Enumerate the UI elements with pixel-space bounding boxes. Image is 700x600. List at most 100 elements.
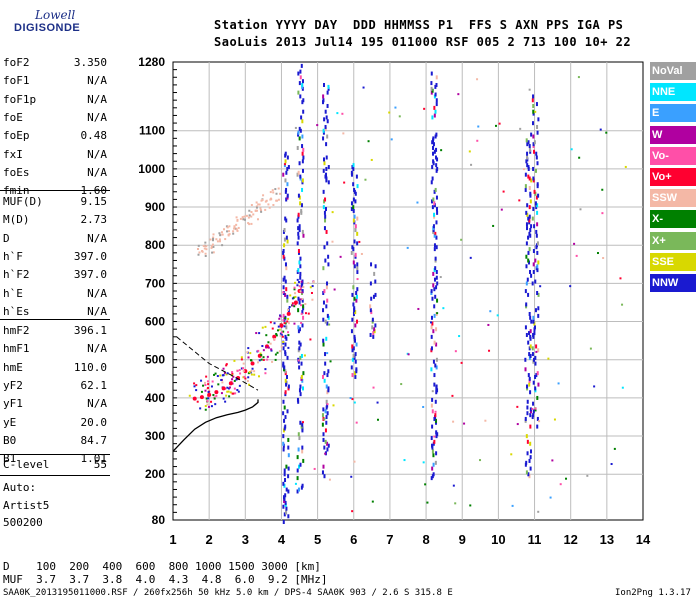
- trace-scatter: [297, 281, 300, 284]
- legend-item-w: W: [650, 125, 696, 144]
- trace-scatter: [225, 364, 228, 367]
- noise-point: [342, 132, 345, 135]
- header-line-2: SaoLuis 2013 Jul14 195 011000 RSF 005 2 …: [214, 35, 632, 49]
- param-value: N/A: [87, 92, 107, 106]
- streak-pixel: [528, 382, 531, 387]
- streak-pixel: [533, 331, 536, 336]
- streak-pixel: [297, 432, 300, 437]
- streak-pixel: [351, 348, 354, 353]
- streak-pixel: [351, 292, 354, 297]
- streak-pixel: [434, 256, 437, 261]
- streak-pixel: [286, 355, 289, 360]
- streak-pixel: [536, 291, 539, 295]
- noise-point: [316, 124, 319, 127]
- noise-point: [510, 453, 513, 456]
- multihop-point: [223, 228, 226, 231]
- streak-pixel: [534, 308, 537, 313]
- x-tick-label: 1: [169, 532, 176, 547]
- streak-pixel: [528, 214, 531, 219]
- trace-scatter: [207, 383, 210, 386]
- streak-pixel: [301, 229, 304, 234]
- streak-pixel: [322, 342, 325, 347]
- trace-scatter: [260, 354, 263, 357]
- streak-pixel: [528, 205, 531, 210]
- multihop-point: [211, 243, 214, 246]
- trace-scatter: [258, 359, 261, 362]
- streak-pixel: [524, 325, 527, 330]
- trace-scatter: [300, 289, 303, 292]
- streak-pixel: [325, 172, 328, 177]
- streak-pixel: [528, 186, 531, 191]
- streak-pixel: [434, 187, 437, 192]
- streak-pixel: [530, 178, 533, 183]
- noise-point: [350, 475, 353, 478]
- streak-pixel: [529, 228, 532, 233]
- footer-file-info: SAA0K_2013195011000.RSF / 260fx256h 50 k…: [3, 588, 453, 598]
- streak-pixel: [322, 168, 325, 173]
- streak-pixel: [353, 214, 356, 219]
- multihop-point: [267, 203, 270, 206]
- trace-scatter: [246, 380, 249, 383]
- streak-pixel: [431, 165, 434, 170]
- streak-pixel: [433, 304, 436, 309]
- trace-scatter: [243, 375, 246, 378]
- trace-scatter: [214, 403, 217, 406]
- trace-scatter: [259, 352, 262, 355]
- streak-pixel: [301, 144, 304, 149]
- multihop-point: [233, 226, 236, 229]
- trace-scatter: [240, 367, 243, 370]
- streak-pixel: [527, 250, 530, 255]
- trace-scatter: [262, 358, 265, 361]
- trace-scatter: [309, 286, 312, 289]
- trace-scatter: [223, 371, 226, 374]
- streak-pixel: [434, 460, 437, 465]
- streak-pixel: [296, 172, 299, 177]
- noise-point: [573, 242, 576, 245]
- streak-pixel: [430, 346, 433, 351]
- trace-scatter: [238, 369, 241, 372]
- noise-point: [589, 347, 592, 350]
- separator-line: [0, 190, 110, 191]
- trace-scatter: [231, 378, 234, 381]
- streak-pixel: [327, 180, 330, 185]
- streak-pixel: [296, 476, 299, 481]
- streak-pixel: [536, 395, 539, 400]
- streak-pixel: [302, 109, 305, 114]
- trace-scatter: [294, 292, 297, 295]
- streak-pixel: [371, 325, 374, 330]
- param-label: B1: [3, 452, 17, 466]
- param-row-11: h`F 397.0: [3, 250, 107, 268]
- streak-pixel: [322, 407, 325, 412]
- streak-pixel: [528, 218, 531, 223]
- noise-point: [534, 110, 537, 113]
- streak-pixel: [327, 386, 330, 391]
- footer-version: Ion2Png 1.3.17: [615, 588, 691, 598]
- streak-pixel: [283, 418, 286, 423]
- streak-pixel: [526, 439, 529, 444]
- streak-pixel: [297, 325, 300, 330]
- trace-scatter: [277, 325, 280, 328]
- param-row-17: hmE 110.0: [3, 361, 107, 379]
- streak-pixel: [283, 243, 286, 248]
- noise-point: [621, 303, 624, 306]
- legend-item-noval: NoVal: [650, 62, 696, 80]
- streak-pixel: [287, 384, 290, 389]
- multihop-point: [204, 255, 207, 258]
- streak-pixel: [525, 138, 528, 143]
- trace-scatter: [247, 356, 250, 359]
- param-value: 62.1: [80, 378, 108, 392]
- streak-pixel: [353, 334, 356, 339]
- y-tick-label: 400: [145, 391, 165, 405]
- multihop-point: [256, 218, 259, 221]
- streak-pixel: [321, 422, 324, 427]
- streak-pixel: [321, 374, 324, 379]
- trace-scatter: [261, 345, 264, 348]
- trace-scatter: [204, 405, 207, 408]
- param-label: foF1p: [3, 92, 37, 106]
- param-label: h`E: [3, 286, 23, 300]
- streak-pixel: [434, 363, 437, 368]
- multihop-point: [255, 205, 258, 208]
- streak-pixel: [351, 245, 354, 250]
- streak-pixel: [436, 281, 439, 286]
- param-row-3: foE N/A: [3, 111, 107, 129]
